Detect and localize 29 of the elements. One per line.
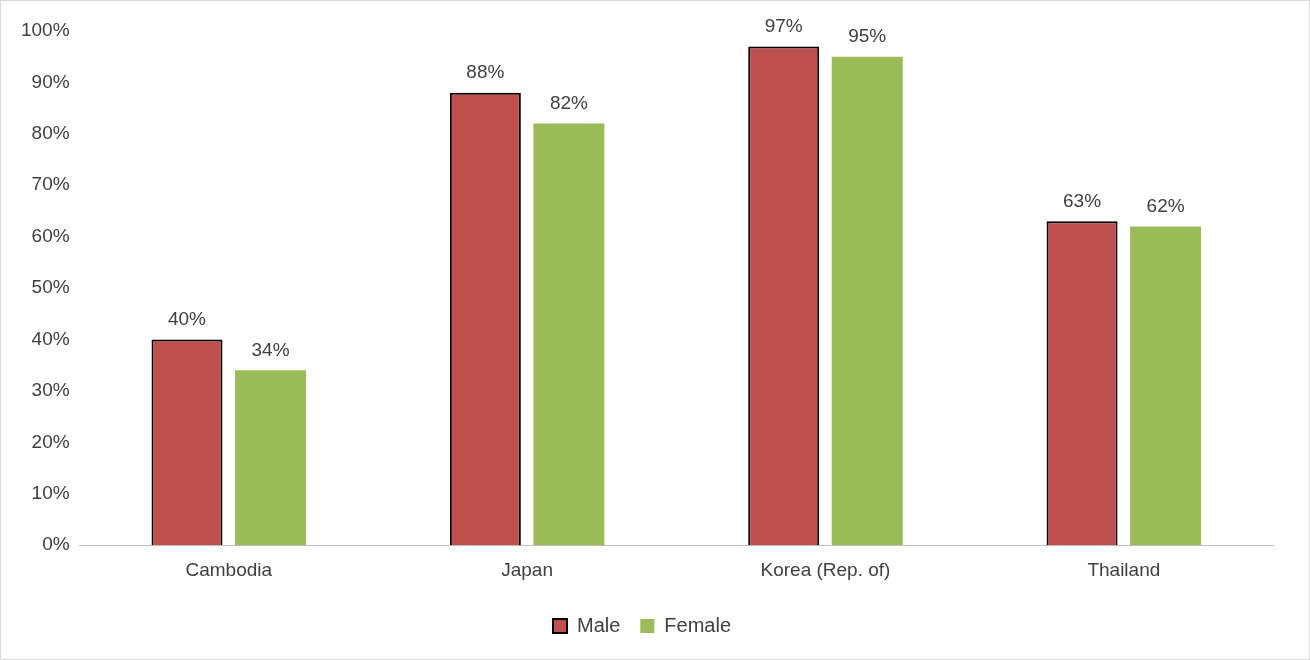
y-tick-label: 90% — [31, 70, 70, 92]
y-tick-label: 40% — [31, 327, 70, 349]
x-tick-label: Cambodia — [185, 558, 273, 580]
y-tick-label: 60% — [31, 224, 70, 246]
y-tick-label: 30% — [31, 379, 70, 401]
data-label: 34% — [251, 339, 290, 361]
data-label: 97% — [764, 15, 803, 37]
data-label: 62% — [1146, 195, 1185, 217]
bar — [533, 123, 605, 546]
y-tick-label: 100% — [20, 19, 70, 41]
y-tick-label: 80% — [31, 122, 70, 144]
x-tick-label: Korea (Rep. of) — [760, 558, 891, 580]
bar — [1130, 226, 1202, 546]
bar — [235, 370, 307, 546]
y-tick-label: 70% — [31, 173, 70, 195]
data-label: 95% — [848, 25, 887, 47]
y-tick-label: 20% — [31, 430, 70, 452]
data-label: 82% — [549, 92, 589, 114]
bar — [831, 56, 903, 546]
legend-label: Male — [576, 613, 621, 636]
data-label: 63% — [1063, 189, 1102, 211]
x-tick-label: Thailand — [1087, 558, 1161, 580]
x-tick-label: Japan — [501, 558, 554, 580]
data-label: 40% — [167, 308, 207, 330]
y-tick-label: 50% — [31, 276, 70, 298]
y-tick-label: 0% — [42, 533, 70, 555]
y-tick-label: 10% — [31, 482, 70, 504]
legend-label: Female — [664, 613, 732, 636]
data-label: 88% — [466, 61, 505, 83]
